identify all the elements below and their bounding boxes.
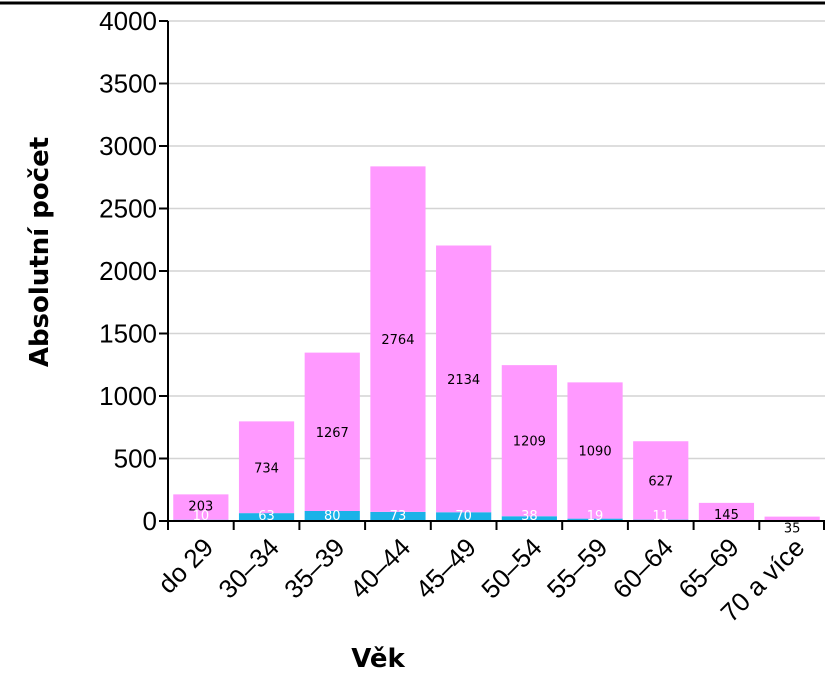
y-tick-label: 3500 [99, 69, 157, 99]
bar-segment [501, 365, 557, 517]
bar-segment [436, 512, 492, 521]
x-tick-label: 60–64 [607, 532, 679, 604]
data-label: 2764 [381, 333, 414, 348]
x-tick-label: 30–34 [212, 532, 284, 604]
data-label: 73 [390, 509, 407, 524]
data-label: 1267 [316, 426, 349, 441]
bar-segment [173, 494, 229, 520]
x-ticks: do 2930–3435–3940–4445–4950–5455–5960–64… [152, 521, 825, 628]
bar-segment [238, 421, 295, 514]
data-label: 1090 [579, 445, 612, 460]
data-label: 63 [258, 509, 275, 524]
bar-segment [567, 382, 623, 519]
bar-segment [370, 511, 426, 521]
bar-segment [764, 516, 820, 521]
y-tick-label: 1500 [99, 319, 157, 349]
y-tick-label: 3000 [99, 131, 157, 161]
x-axis-title: Věk [351, 644, 405, 674]
data-label: 35 [784, 522, 801, 537]
y-tick-label: 2000 [99, 256, 157, 286]
data-label: 70 [455, 509, 472, 524]
bars [173, 166, 820, 521]
y-tick-label: 0 [143, 506, 157, 536]
bar-segment [436, 245, 492, 513]
data-label: 203 [188, 499, 213, 514]
x-tick-label: 45–49 [410, 532, 482, 604]
x-tick-label: 40–44 [344, 532, 416, 604]
y-tick-label: 4000 [99, 6, 157, 36]
x-tick-label: 55–59 [541, 532, 613, 604]
data-label: 11 [652, 509, 669, 524]
data-label: 10 [193, 509, 210, 524]
bar-segment [238, 513, 295, 521]
data-label: 734 [254, 461, 279, 476]
x-tick-label: 35–39 [278, 532, 350, 604]
y-ticks: 0 500 1000 1500 2000 2500 3000 3500 4000 [99, 6, 168, 536]
bar-segment [698, 502, 755, 521]
data-label: 80 [324, 509, 341, 524]
bar-segment [501, 516, 557, 521]
y-axis-title: Absolutní počet [25, 137, 55, 367]
bar-segment [633, 441, 689, 520]
data-label: 19 [587, 509, 604, 524]
y-tick-label: 2500 [99, 194, 157, 224]
bar-segment [370, 166, 426, 512]
data-label: 38 [521, 509, 538, 524]
bar-segment [304, 511, 360, 521]
gridlines [168, 20, 825, 460]
x-tick-label: do 29 [152, 532, 219, 599]
y-tick-label: 500 [114, 444, 157, 474]
data-label: 2134 [447, 373, 480, 388]
data-label: 145 [714, 508, 739, 523]
bar-segment [304, 352, 360, 511]
bar-segment [567, 518, 623, 521]
data-label: 627 [648, 474, 673, 489]
x-tick-label: 50–54 [475, 532, 547, 604]
y-tick-label: 1000 [99, 381, 157, 411]
data-label: 1209 [513, 435, 546, 450]
